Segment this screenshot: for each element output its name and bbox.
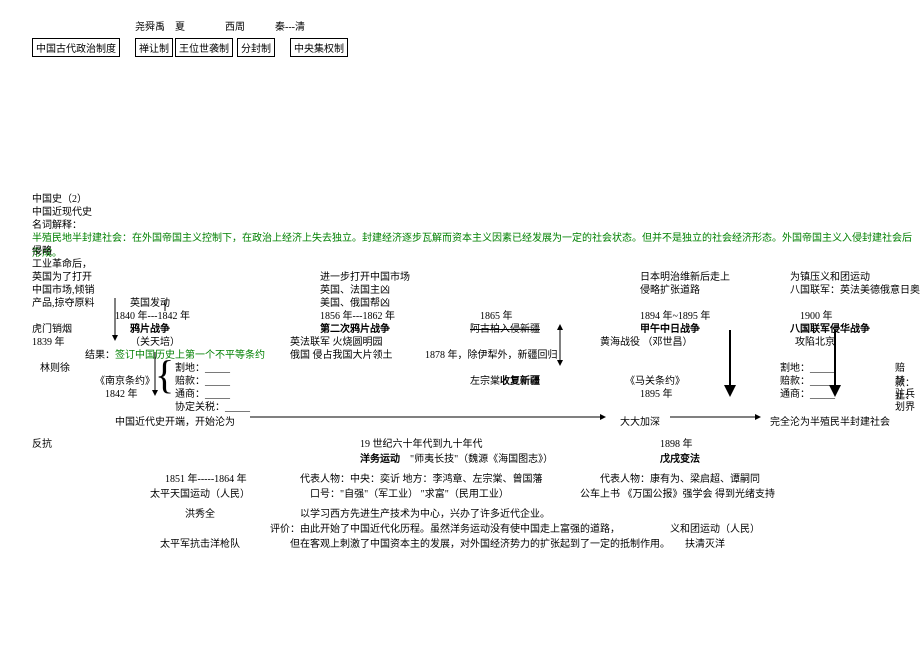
resist-reps1: 代表人物：中央：奕䜣 地方：李鸿章、左宗棠、曾国藩	[300, 470, 543, 485]
resist-yangwu: 洋务运动	[360, 450, 400, 465]
resist-period: 19 世纪六十年代到九十年代	[360, 435, 483, 450]
w1-result-label: 结果：	[85, 346, 115, 361]
w4-impact: 完全沦为半殖民半封建社会	[770, 413, 890, 428]
ruler-yao: 尧舜禹	[135, 18, 165, 33]
hong: 洪秀全	[185, 505, 215, 520]
main-label-box: 中国古代政治制度	[32, 38, 120, 57]
ctx1-3: 产品,掠夺原料	[32, 294, 95, 309]
w4-rt4: 划界	[895, 398, 915, 413]
resist-eval: 评价：由此开始了中国近代化历程。虽然洋务运动没有使中国走上富强的道路，	[270, 520, 620, 535]
ctx4-2: 侵略扩张道路	[640, 281, 700, 296]
w1-person: 林则徐	[40, 359, 70, 374]
resist-gongche: 公车上书 《万国公报》强学会 得到光绪支持	[580, 485, 775, 500]
fuqing: 扶清灭洋	[685, 535, 725, 550]
resist-eval2: 但在客观上刺激了中国资本主的发展，对外国经济势力的扩张起到了一定的抵制作用。	[290, 535, 670, 550]
yihe: 义和团运动（人民）	[670, 520, 760, 535]
ruler-qin: 秦---清	[275, 18, 305, 33]
w1-preevent: 虎门销烟	[32, 320, 72, 335]
resist-wuxu: 戊戌变法	[660, 450, 700, 465]
ruler-xia: 夏	[175, 18, 185, 33]
system-box-1: 禅让制	[135, 38, 173, 57]
ruler-zhou: 西周	[225, 18, 245, 33]
taiping-years: 1851 年-----1864 年	[165, 470, 247, 485]
system-box-4: 中央集权制	[290, 38, 348, 57]
w1-preyear: 1839 年	[32, 333, 65, 348]
resist-slogan: 口号："自强"（军工业） "求富"（民用工业）	[310, 485, 509, 500]
resist-learn: 以学习西方先进生产技术为中心，兴办了许多近代企业。	[300, 505, 550, 520]
w3-treaty-year: 1895 年	[640, 385, 673, 400]
resist-1898: 1898 年	[660, 435, 693, 450]
ctx5-2: 八国联军：英法美德俄意日奥	[790, 281, 920, 296]
taiping-army: 太平军抗击洋枪队	[160, 535, 240, 550]
mid-agubo: 阿古柏入侵新疆	[470, 320, 540, 335]
mid-1878: 1878 年，除伊犁外，新疆回归	[425, 346, 558, 361]
resist-reps2: 代表人物：康有为、梁启超、谭嗣同	[600, 470, 760, 485]
w1-treaty-year: 1842 年	[105, 385, 138, 400]
w2-rus: 俄国 侵占我国大片领土	[290, 346, 393, 361]
resist-label: 反抗	[32, 435, 52, 450]
w4-event: 攻陷北京	[795, 333, 835, 348]
w3-impact: 大大加深	[620, 413, 660, 428]
definition-text: 半殖民地半封建社会：在外国帝国主义控制下，在政治上经济上失去独立。封建经济逐步瓦…	[32, 229, 912, 259]
w3-battle: 黄海战役 （邓世昌）	[600, 333, 693, 348]
mid-zuo: 左宗棠收复新疆	[470, 372, 540, 387]
w1-term4: 协定关税：_____	[175, 398, 250, 413]
w4-term3: 通商：_____	[780, 385, 835, 400]
system-box-3: 分封制	[237, 38, 275, 57]
taiping: 太平天国运动（人民）	[150, 485, 250, 500]
system-box-2: 王位世袭制	[175, 38, 233, 57]
w1-impact: 中国近代史开端，开始沦为	[115, 413, 235, 428]
brace-1: {	[155, 355, 174, 395]
resist-quote: "师夷长技"（魏源《海国图志》）	[410, 450, 553, 465]
